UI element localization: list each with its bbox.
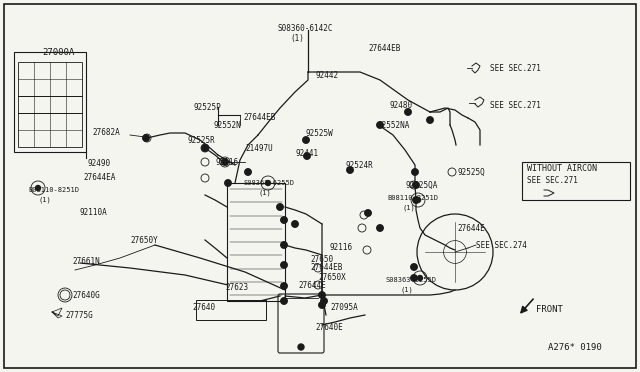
Circle shape: [225, 180, 232, 186]
Circle shape: [426, 116, 433, 124]
Bar: [18, 62, 82, 147]
Text: FRONT: FRONT: [536, 305, 563, 314]
Text: SEE SEC.271: SEE SEC.271: [490, 64, 541, 73]
Text: 27650X: 27650X: [318, 273, 346, 282]
Circle shape: [412, 169, 419, 176]
Text: 92552NA: 92552NA: [378, 121, 410, 129]
Circle shape: [303, 137, 310, 144]
Circle shape: [298, 344, 304, 350]
Text: 27644E: 27644E: [457, 224, 484, 232]
Circle shape: [266, 180, 271, 186]
Text: (1): (1): [400, 287, 413, 293]
Circle shape: [413, 196, 419, 203]
Circle shape: [321, 298, 328, 305]
Text: S08363-6255D: S08363-6255D: [385, 277, 436, 283]
Text: 92525R: 92525R: [188, 135, 216, 144]
Text: 27640G: 27640G: [72, 292, 100, 301]
Text: 21497U: 21497U: [245, 144, 273, 153]
Text: 92525W: 92525W: [305, 128, 333, 138]
Text: 92490: 92490: [88, 158, 111, 167]
Text: 92116: 92116: [215, 157, 238, 167]
Circle shape: [404, 109, 412, 115]
Text: 92552N: 92552N: [213, 121, 241, 129]
Text: 27661N: 27661N: [72, 257, 100, 266]
Text: (1): (1): [258, 190, 271, 196]
Circle shape: [244, 169, 252, 176]
Bar: [196, 300, 266, 320]
Text: 27682A: 27682A: [92, 128, 120, 137]
Text: B08110-8251D: B08110-8251D: [387, 195, 438, 201]
Text: 92525Q: 92525Q: [458, 167, 486, 176]
Circle shape: [280, 217, 287, 224]
Circle shape: [410, 263, 417, 270]
Text: 27775G: 27775G: [65, 311, 93, 320]
Circle shape: [319, 301, 326, 308]
Text: 27095A: 27095A: [330, 304, 358, 312]
Circle shape: [376, 224, 383, 231]
Circle shape: [280, 241, 287, 248]
Circle shape: [303, 153, 310, 160]
Text: 27644EB: 27644EB: [243, 112, 275, 122]
Text: WITHOUT AIRCON: WITHOUT AIRCON: [527, 164, 597, 173]
Circle shape: [221, 158, 228, 166]
Text: 92110A: 92110A: [80, 208, 108, 217]
Text: 27644EA: 27644EA: [83, 173, 115, 182]
Circle shape: [415, 198, 420, 202]
Text: 92525QA: 92525QA: [406, 180, 438, 189]
Bar: [14, 52, 86, 152]
Text: 92525P: 92525P: [193, 103, 221, 112]
Circle shape: [276, 203, 284, 211]
Text: (1): (1): [38, 197, 51, 203]
Text: 92480: 92480: [390, 100, 413, 109]
Circle shape: [413, 182, 419, 189]
Text: 27644EB: 27644EB: [368, 44, 401, 52]
Text: S08360-6142C: S08360-6142C: [278, 23, 333, 32]
Circle shape: [143, 135, 150, 141]
Circle shape: [319, 292, 326, 298]
Text: S08363-6255D: S08363-6255D: [243, 180, 294, 186]
Circle shape: [280, 282, 287, 289]
Text: 92441: 92441: [296, 148, 319, 157]
Text: B08110-8251D: B08110-8251D: [28, 187, 79, 193]
Circle shape: [365, 209, 371, 217]
Text: 27644E: 27644E: [298, 282, 326, 291]
Text: 27640E: 27640E: [315, 324, 343, 333]
Text: 92524R: 92524R: [345, 160, 372, 170]
Circle shape: [346, 167, 353, 173]
Text: A276* 0190: A276* 0190: [548, 343, 602, 353]
Bar: [522, 162, 630, 200]
Text: 92116: 92116: [330, 244, 353, 253]
Circle shape: [280, 298, 287, 305]
Text: SEE SEC.274: SEE SEC.274: [476, 241, 527, 250]
Text: (1): (1): [290, 33, 304, 42]
Text: 27623: 27623: [225, 283, 248, 292]
Circle shape: [291, 221, 298, 228]
Circle shape: [280, 262, 287, 269]
Circle shape: [376, 122, 383, 128]
Text: SEE SEC.271: SEE SEC.271: [490, 100, 541, 109]
Text: SEE SEC.271: SEE SEC.271: [527, 176, 578, 185]
Circle shape: [417, 276, 422, 280]
Circle shape: [35, 186, 40, 190]
Text: 27650Y: 27650Y: [130, 235, 157, 244]
Text: (1): (1): [403, 205, 416, 211]
Circle shape: [202, 144, 209, 151]
Text: 27640: 27640: [192, 304, 215, 312]
Text: 27000A: 27000A: [42, 48, 74, 57]
Text: 27650: 27650: [310, 256, 333, 264]
Circle shape: [410, 275, 417, 282]
Bar: [227, 183, 285, 301]
Text: 92442: 92442: [316, 71, 339, 80]
Text: 27644EB: 27644EB: [310, 263, 342, 273]
